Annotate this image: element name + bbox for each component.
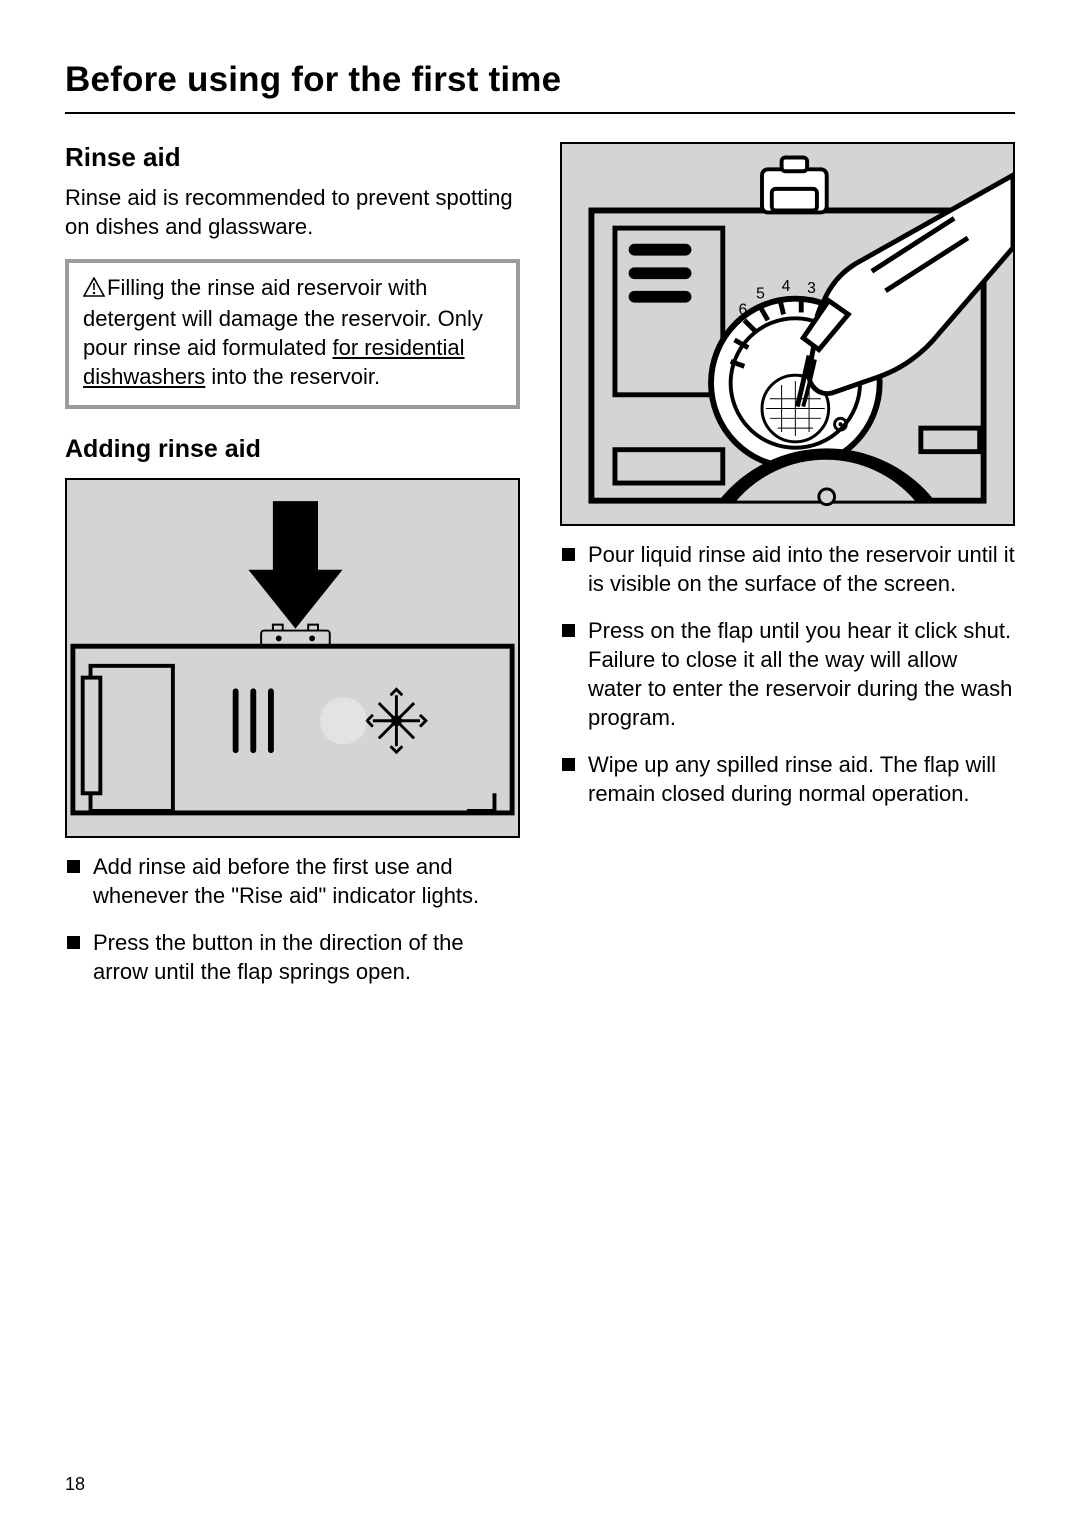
dial-number: 4	[782, 278, 791, 295]
rinse-aid-heading: Rinse aid	[65, 142, 520, 173]
content-columns: Rinse aid Rinse aid is recommended to pr…	[65, 142, 1015, 1004]
right-bullets: Pour liquid rinse aid into the reservoir…	[560, 540, 1015, 808]
left-column: Rinse aid Rinse aid is recommended to pr…	[65, 142, 520, 1004]
left-bullets: Add rinse aid before the first use and w…	[65, 852, 520, 986]
warning-icon	[83, 275, 105, 304]
right-column: 6 5 4 3	[560, 142, 1015, 1004]
rinse-aid-intro: Rinse aid is recommended to prevent spot…	[65, 183, 520, 241]
adding-rinse-aid-heading: Adding rinse aid	[65, 435, 520, 464]
title-rule	[65, 112, 1015, 114]
warning-text-post: into the reservoir.	[205, 364, 380, 389]
list-item: Pour liquid rinse aid into the reservoir…	[560, 540, 1015, 598]
dial-number: 3	[807, 280, 816, 297]
warning-text: Filling the rinse aid reservoir with det…	[83, 273, 502, 391]
page-title: Before using for the first time	[65, 60, 1015, 100]
list-item: Wipe up any spilled rinse aid. The flap …	[560, 750, 1015, 808]
figure-open-flap	[65, 478, 520, 838]
figure-pour-rinse-aid: 6 5 4 3	[560, 142, 1015, 526]
dial-number: 5	[756, 286, 765, 303]
list-item: Add rinse aid before the first use and w…	[65, 852, 520, 910]
list-item: Press the button in the direction of the…	[65, 928, 520, 986]
list-item: Press on the flap until you hear it clic…	[560, 616, 1015, 732]
page-number: 18	[65, 1474, 85, 1495]
dial-number: 6	[738, 301, 747, 318]
warning-box: Filling the rinse aid reservoir with det…	[65, 259, 520, 409]
